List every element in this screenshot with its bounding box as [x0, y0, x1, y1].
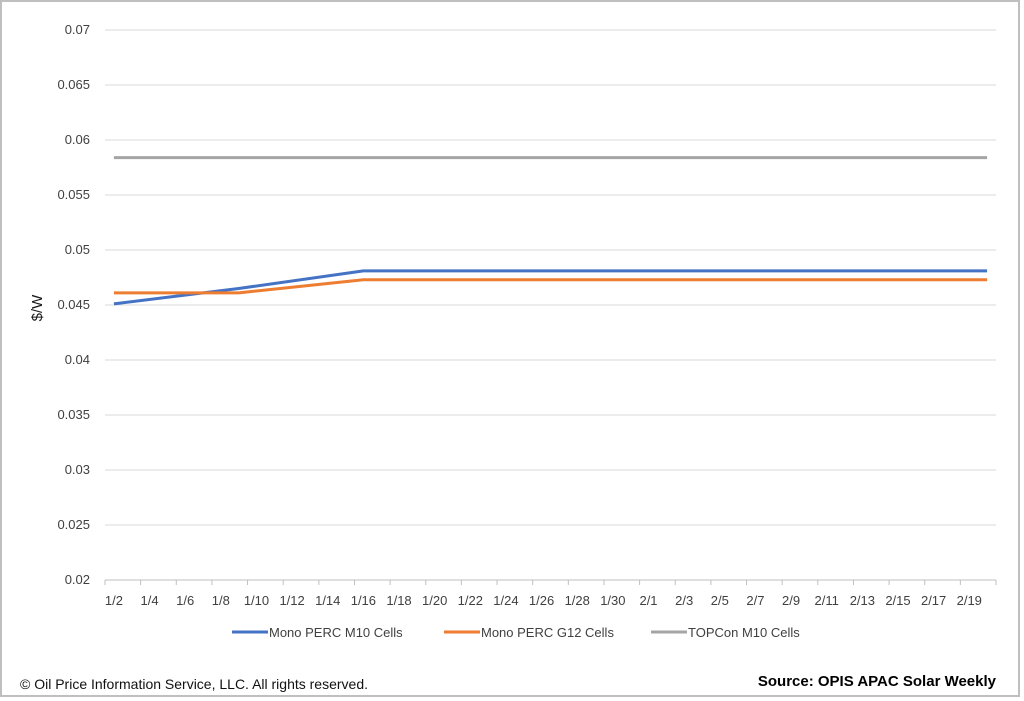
x-tick-label: 2/17 — [921, 593, 946, 608]
x-tick-label: 2/19 — [957, 593, 982, 608]
x-tick-label: 2/7 — [746, 593, 764, 608]
x-tick-label: 1/26 — [529, 593, 554, 608]
x-tick-label: 2/9 — [782, 593, 800, 608]
series-lines — [113, 156, 988, 306]
x-tick-label: 1/10 — [244, 593, 269, 608]
x-tick-label: 1/30 — [600, 593, 625, 608]
grid-lines — [105, 29, 996, 581]
x-tick-label: 1/4 — [141, 593, 159, 608]
legend: Mono PERC M10 Cells Mono PERC G12 Cells TO… — [232, 625, 800, 640]
y-tick-label: 0.06 — [65, 132, 90, 147]
y-tick-label: 0.025 — [57, 517, 90, 532]
source-note: Source: OPIS APAC Solar Weekly — [757, 673, 996, 690]
x-tick-label: 1/2 — [105, 593, 123, 608]
x-tick-label: 2/13 — [850, 593, 875, 608]
y-tick-label: 0.035 — [57, 407, 90, 422]
x-tick-label: 1/12 — [279, 593, 304, 608]
legend-label: Mono PERC G12 Cells — [481, 625, 614, 640]
y-tick-label: 0.065 — [57, 77, 90, 92]
x-tick-label: 1/6 — [176, 593, 194, 608]
y-tick-label: 0.055 — [57, 187, 90, 202]
legend-label: TOPCon M10 Cells — [688, 625, 800, 640]
x-tick-label: 2/5 — [711, 593, 729, 608]
x-tick-label: 1/16 — [351, 593, 376, 608]
y-tick-label: 0.05 — [65, 242, 90, 257]
x-tick-label: 1/24 — [493, 593, 518, 608]
x-tick-label: 2/1 — [639, 593, 657, 608]
y-tick-label: 0.045 — [57, 297, 90, 312]
y-tick-label: 0.02 — [65, 572, 90, 587]
x-tick-label: 1/28 — [565, 593, 590, 608]
copyright-notice: © Oil Price Information Service, LLC. Al… — [20, 676, 368, 692]
y-axis-title: $/W — [29, 294, 46, 322]
x-axis-ticks: 1/2 1/4 1/6 1/8 1/10 1/12 1/14 1/16 1/18 1/20 1/22… — [104, 579, 997, 608]
x-tick-label: 2/3 — [675, 593, 693, 608]
series-line-1 — [113, 269, 988, 306]
y-tick-label: 0.04 — [65, 352, 90, 367]
legend-label: Mono PERC M10 Cells — [269, 625, 403, 640]
x-tick-label: 2/11 — [815, 593, 839, 608]
x-tick-label: 2/15 — [885, 593, 910, 608]
y-tick-label: 0.03 — [65, 462, 90, 477]
y-axis-ticks: 0.02 0.025 0.03 0.035 0.04 0.045 0.05 0.055 0.06… — [57, 22, 90, 587]
x-tick-label: 1/18 — [386, 593, 411, 608]
x-tick-label: 1/20 — [422, 593, 447, 608]
series-line-2 — [113, 278, 988, 295]
x-tick-label: 1/14 — [315, 593, 340, 608]
x-tick-label: 1/8 — [212, 593, 230, 608]
y-tick-label: 0.07 — [65, 22, 90, 37]
x-tick-label: 1/22 — [458, 593, 483, 608]
